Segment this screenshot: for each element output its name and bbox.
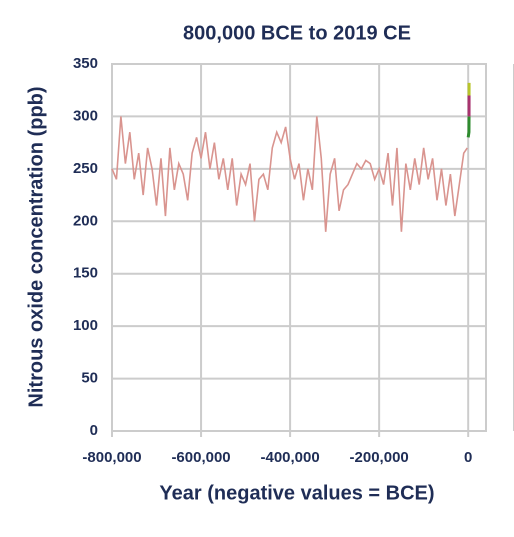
y-axis-label: Nitrous oxide concentration (ppb) [25, 86, 47, 407]
data-line [466, 116, 471, 138]
x-tick-label: -200,000 [350, 449, 409, 466]
y-tick-label: 200 [73, 212, 98, 229]
x-axis-label: Year (negative values = BCE) [159, 482, 434, 504]
y-tick-label: 350 [73, 55, 98, 72]
plot-frame [111, 63, 487, 432]
y-tick-label: 100 [73, 317, 98, 334]
chart-title: 800,000 BCE to 2019 CE [183, 22, 411, 44]
y-tick-label: 300 [73, 107, 98, 124]
x-tick-label: -600,000 [171, 449, 230, 466]
data-line [111, 116, 468, 232]
y-tick-label: 250 [73, 160, 98, 177]
y-tick-label: 50 [81, 370, 98, 387]
y-tick-label: 0 [90, 422, 98, 439]
y-tick-label: 150 [73, 265, 98, 282]
x-tick-label: 0 [464, 449, 472, 466]
x-tick-label: -800,000 [82, 449, 141, 466]
x-tick-label: -400,000 [260, 449, 319, 466]
